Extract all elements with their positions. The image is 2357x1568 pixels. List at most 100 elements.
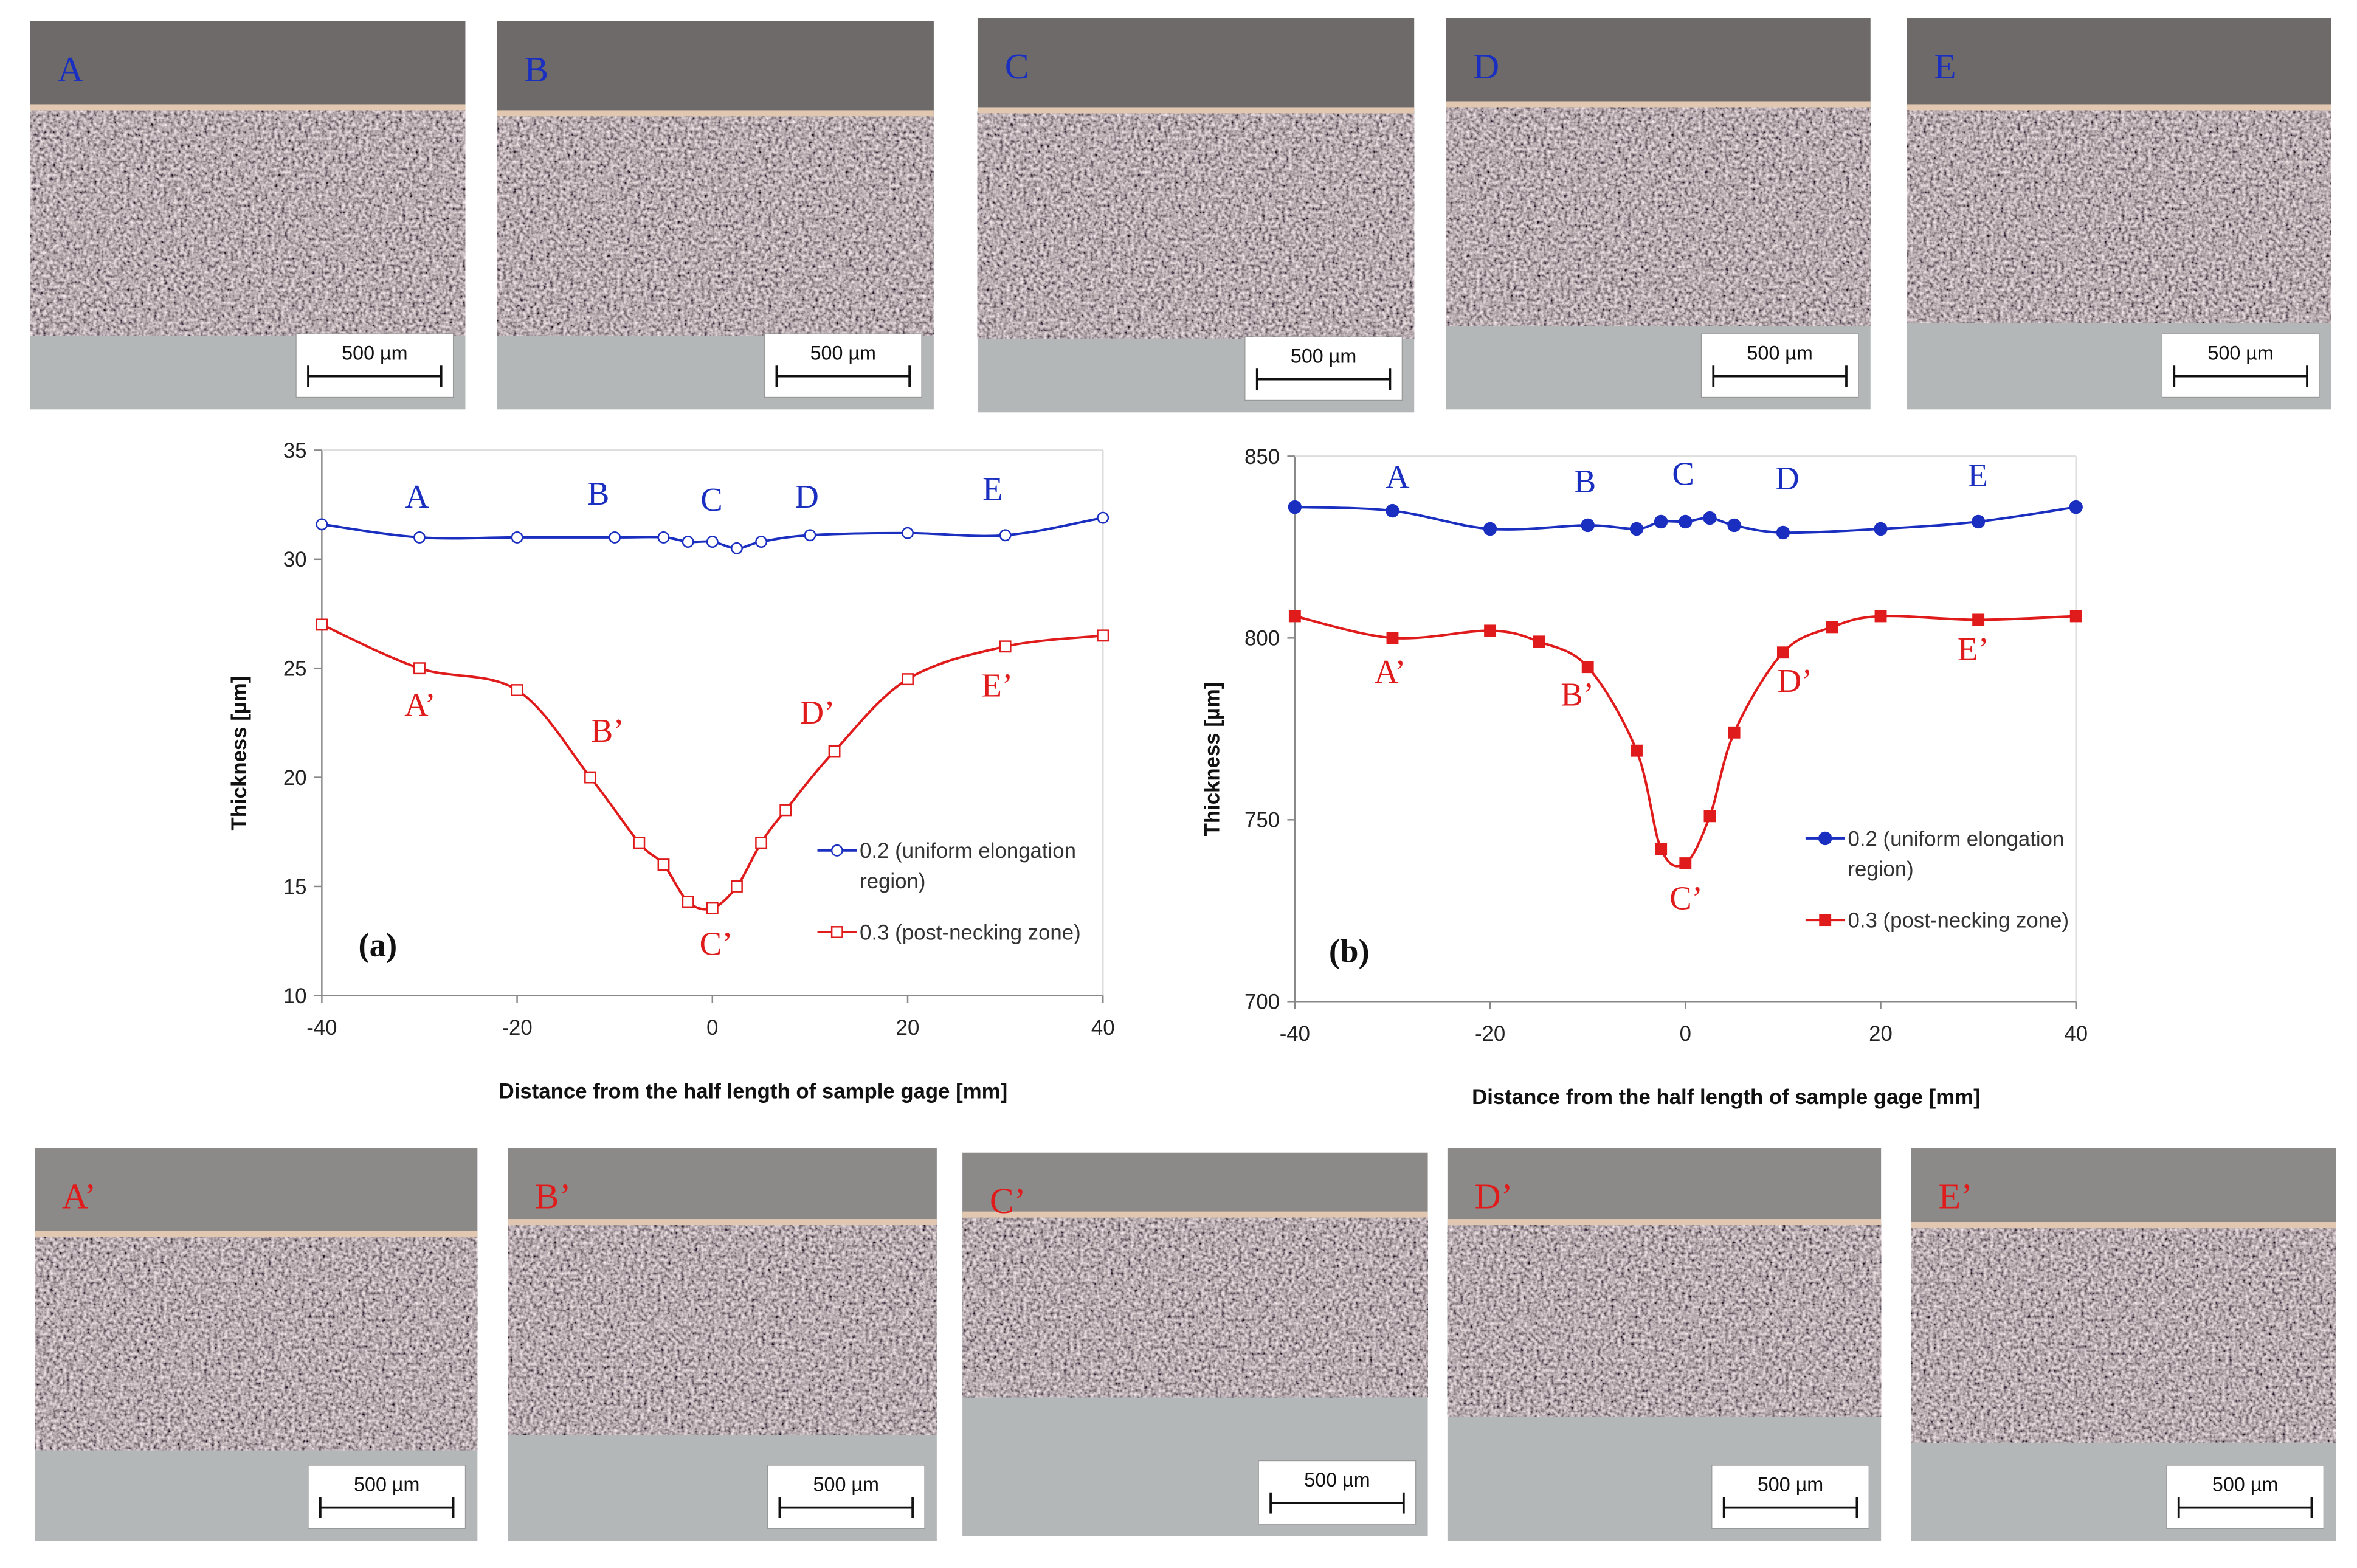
micrograph-background: [30, 21, 466, 109]
y-tick-label: 15: [283, 876, 307, 899]
point-annotation: D’: [800, 694, 835, 731]
legend-marker: [830, 926, 843, 938]
x-tick-label: 0: [1680, 1023, 1691, 1046]
marker: [804, 529, 816, 542]
marker: [609, 531, 621, 544]
point-annotation: A: [1386, 458, 1410, 496]
marker: [316, 518, 328, 531]
marker: [1971, 514, 1986, 529]
micrograph-tint: [962, 1216, 1428, 1398]
micrograph-label: E’: [1939, 1176, 1973, 1217]
scale-box: [2161, 333, 2320, 398]
point-annotation: B’: [591, 712, 624, 749]
marker: [1972, 613, 1985, 626]
x-axis-label: Distance from the half length of sample …: [1472, 1086, 1981, 1109]
x-tick-label: 40: [1091, 1017, 1115, 1040]
scale-label: 500 µm: [1291, 345, 1356, 367]
micrograph-tint: [1911, 1226, 2336, 1443]
marker: [755, 837, 768, 849]
micrograph-label: B’: [535, 1176, 571, 1217]
point-annotation: C: [1672, 455, 1694, 492]
y-tick-label: 850: [1244, 446, 1280, 469]
scale-box: [1244, 336, 1403, 401]
point-annotation: E: [982, 470, 1003, 507]
micrograph-background: [1911, 1148, 2336, 1227]
micrograph-label: C’: [990, 1181, 1026, 1221]
scale-box: [2166, 1465, 2324, 1530]
micrograph-label: E: [1934, 46, 1956, 86]
y-axis-label: Thickness [µm]: [228, 676, 251, 831]
x-tick-label: -40: [306, 1017, 337, 1040]
micrograph-label: D’: [1475, 1176, 1513, 1217]
scale-label: 500 µm: [354, 1473, 419, 1495]
marker: [1679, 514, 1693, 529]
point-annotation: B: [1574, 463, 1596, 500]
marker: [511, 684, 523, 696]
micrograph-edge: [977, 107, 1415, 114]
marker: [584, 771, 596, 784]
scale-box: [1258, 1460, 1417, 1525]
scale-box: [295, 333, 454, 398]
marker: [682, 536, 694, 548]
marker: [706, 902, 719, 914]
micrograph-grain: [1911, 1226, 2336, 1443]
marker: [657, 858, 670, 871]
micrograph-edge: [962, 1211, 1428, 1218]
legend-marker: [830, 844, 843, 857]
marker: [2069, 610, 2082, 623]
point-annotation: C: [700, 481, 722, 518]
micrograph-edge: [30, 104, 466, 111]
marker: [1679, 857, 1692, 869]
micrograph-label: D: [1473, 46, 1499, 86]
micrograph-edge: [35, 1231, 478, 1237]
legend-label: 0.3 (post-necking zone): [1848, 908, 2069, 932]
marker: [2069, 500, 2083, 514]
marker: [1629, 522, 1644, 536]
scale-box: [1700, 333, 1859, 398]
marker: [1631, 744, 1643, 757]
scale-label: 500 µm: [1304, 1469, 1370, 1491]
scale-label: 500 µm: [1747, 342, 1812, 364]
micrograph-label: C: [1005, 46, 1029, 86]
micrograph-grain: [35, 1235, 478, 1451]
scale-label: 500 µm: [2207, 342, 2273, 364]
panel-label: (b): [1329, 933, 1370, 970]
point-annotation: E’: [981, 666, 1013, 703]
marker: [779, 804, 792, 817]
micrograph-label: A’: [62, 1176, 96, 1217]
y-tick-label: 750: [1244, 809, 1280, 832]
micrograph-edge: [1447, 1219, 1882, 1225]
micrograph-tint: [508, 1223, 937, 1435]
micrograph-background: [962, 1152, 1428, 1217]
marker: [1655, 843, 1668, 855]
point-annotation: E: [1968, 457, 1988, 494]
marker: [902, 527, 914, 539]
micrograph-grain: [1446, 105, 1871, 326]
marker: [1288, 610, 1301, 623]
marker: [413, 662, 426, 675]
micrograph-tint: [1446, 105, 1871, 326]
micrograph-tint: [977, 111, 1415, 339]
x-tick-label: 20: [1869, 1023, 1893, 1046]
x-tick-label: 20: [896, 1017, 920, 1040]
marker: [682, 896, 694, 908]
marker: [1727, 518, 1741, 533]
x-tick-label: 40: [2064, 1023, 2088, 1046]
scale-box: [308, 1465, 466, 1530]
point-annotation: A’: [404, 686, 436, 724]
marker: [1483, 522, 1497, 536]
y-tick-label: 25: [283, 658, 307, 681]
micrograph-grain: [30, 108, 466, 336]
micrograph-label: B: [524, 49, 548, 89]
micrograph-background: [508, 1148, 937, 1224]
marker: [1776, 525, 1790, 540]
marker: [1533, 635, 1545, 648]
point-annotation: B: [587, 475, 609, 512]
scale-box: [767, 1465, 925, 1530]
marker: [902, 673, 914, 686]
marker: [1776, 646, 1789, 659]
micrograph-grain: [962, 1216, 1428, 1398]
scale-box: [764, 333, 922, 398]
x-tick-label: -20: [1475, 1023, 1505, 1046]
